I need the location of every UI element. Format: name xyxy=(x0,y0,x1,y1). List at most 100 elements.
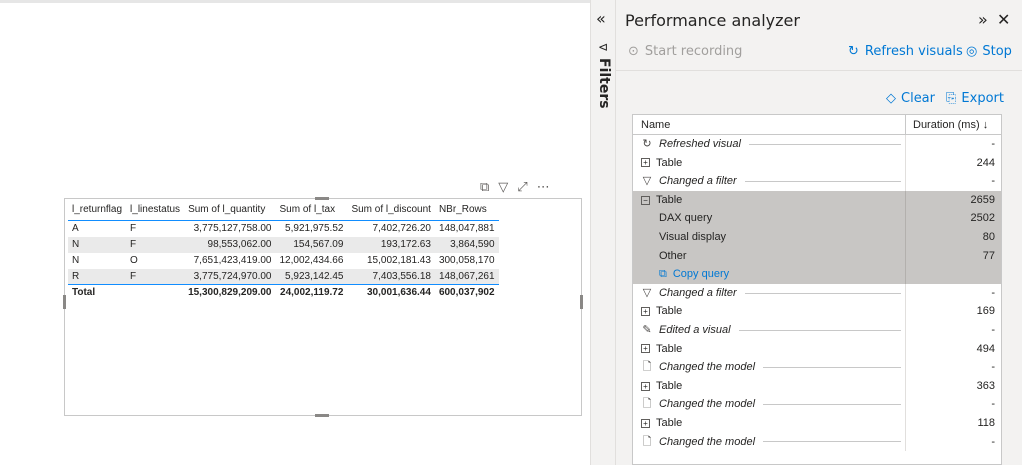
column-header[interactable]: NBr_Rows xyxy=(434,201,499,221)
event-row[interactable]: ▽ Changed a filter - xyxy=(633,172,1001,191)
table-row[interactable]: N F 98,553,062.00 154,567.09 193,172.63 … xyxy=(68,236,499,253)
clear-button[interactable]: ◇ Clear xyxy=(886,91,935,106)
focus-mode-icon[interactable]: ⧉ xyxy=(480,179,490,195)
event-label: Changed the model xyxy=(659,361,756,374)
row-name-cell: Visual display xyxy=(633,227,906,247)
expand-box-icon[interactable]: + xyxy=(641,344,650,354)
column-header[interactable]: l_linestatus xyxy=(126,201,185,221)
expand-box-icon[interactable]: + xyxy=(641,158,650,168)
eraser-icon: ◇ xyxy=(886,91,896,106)
row-duration: 2659 xyxy=(970,193,995,206)
row-name-cell: ▽ Changed a filter xyxy=(633,172,906,191)
expand-box-icon[interactable]: + xyxy=(641,307,650,317)
row-duration: - xyxy=(991,361,995,374)
row-name-cell: 🗋 Changed the model xyxy=(633,358,906,377)
table-row[interactable]: N O 7,651,423,419.00 12,002,434.66 15,00… xyxy=(68,253,499,269)
timing-label: Other xyxy=(659,249,687,262)
event-label: Changed the model xyxy=(659,398,756,411)
event-row[interactable]: 🗋 Changed the model - xyxy=(633,358,1001,377)
clear-label: Clear xyxy=(901,91,935,106)
row-name-cell: + Table xyxy=(633,153,906,173)
visual-row[interactable]: + Table 169 xyxy=(633,302,1001,321)
row-duration: 80 xyxy=(982,230,995,243)
name-column-header[interactable]: Name xyxy=(633,115,906,134)
expand-box-icon[interactable]: + xyxy=(641,381,650,391)
row-duration: 77 xyxy=(982,249,995,262)
column-header[interactable]: Sum of l_tax xyxy=(275,201,348,221)
column-header[interactable]: Sum of l_quantity xyxy=(184,201,276,221)
filters-tab[interactable]: Filters xyxy=(592,58,616,118)
row-duration: - xyxy=(991,398,995,411)
column-header[interactable]: Sum of l_discount xyxy=(347,201,435,221)
table-cell: 5,923,142.45 xyxy=(275,268,348,285)
collapse-box-icon[interactable]: − xyxy=(641,195,650,205)
copy-query-row[interactable]: ⧉ Copy query xyxy=(633,265,1001,284)
pane-title: Performance analyzer xyxy=(625,11,800,30)
report-canvas: ⧉ ▽ ⤢ ⋯ l_returnflag l_linestatus Sum of… xyxy=(0,0,590,417)
row-name-cell: − Table xyxy=(633,190,906,210)
row-duration: 494 xyxy=(976,342,995,355)
event-row[interactable]: ▽ Changed a filter - xyxy=(633,283,1001,303)
performance-list[interactable]: Name Duration (ms) ↓ ↻ Refreshed visual - +… xyxy=(632,114,1002,465)
start-recording-button[interactable]: ⊙ Start recording xyxy=(628,44,742,59)
table-cell: 3,775,127,758.00 xyxy=(193,223,272,235)
table-cell: R xyxy=(68,268,127,285)
row-name-cell: + Table xyxy=(633,339,906,359)
visual-row[interactable]: + Table 244 xyxy=(633,153,1001,173)
event-row[interactable]: ✎ Edited a visual - xyxy=(633,320,1001,340)
event-row[interactable]: 🗋 Changed the model - xyxy=(633,432,1001,452)
refresh-visuals-button[interactable]: ↻ Refresh visuals xyxy=(848,44,963,59)
visual-label: Table xyxy=(656,379,683,392)
table-visual[interactable] xyxy=(63,197,583,417)
visual-row[interactable]: + Table 494 xyxy=(633,339,1001,359)
resize-handle-bottom[interactable] xyxy=(315,414,329,417)
list-header: Name Duration (ms) ↓ xyxy=(633,115,1001,135)
resize-handle-top[interactable] xyxy=(315,197,329,200)
event-row[interactable]: ↻ Refreshed visual - xyxy=(633,135,1001,154)
total-label: Total xyxy=(72,287,96,299)
timing-row[interactable]: DAX query 2502 xyxy=(633,209,1001,228)
close-icon[interactable]: ✕ xyxy=(997,10,1011,29)
table-cell: 15,002,181.43 xyxy=(366,255,431,266)
event-label: Edited a visual xyxy=(659,323,731,336)
row-duration: 2502 xyxy=(970,212,995,225)
table-cell xyxy=(126,285,184,301)
more-options-icon[interactable]: ⋯ xyxy=(536,179,550,195)
table-cell: 7,402,726.20 xyxy=(372,223,431,235)
collapse-pane-icon[interactable]: » xyxy=(978,10,988,29)
filter-icon: ▽ xyxy=(642,175,652,188)
filters-label: Filters xyxy=(596,58,612,109)
visual-label: Table xyxy=(656,416,683,429)
filter-icon[interactable]: ▽ xyxy=(498,179,509,195)
row-duration: 169 xyxy=(976,305,995,318)
export-button[interactable]: ⎘ Export xyxy=(946,91,1004,106)
row-duration: 244 xyxy=(976,156,995,169)
table-cell: N xyxy=(68,236,127,253)
table-row[interactable]: A F 3,775,127,758.00 5,921,975.52 7,402,… xyxy=(68,221,499,237)
visual-row[interactable]: + Table 118 xyxy=(633,413,1001,433)
row-duration: - xyxy=(991,286,995,299)
collapse-chevron-icon[interactable]: « xyxy=(596,9,606,28)
total-cell: 24,002,119.72 xyxy=(280,287,344,299)
table-cell: F xyxy=(126,236,185,253)
visual-header: ⧉ ▽ ⤢ ⋯ xyxy=(480,177,550,197)
table-cell: F xyxy=(126,268,185,285)
stop-button[interactable]: ◎ Stop xyxy=(966,44,1012,59)
total-cell: 600,037,902 xyxy=(438,287,495,299)
visual-row[interactable]: + Table 363 xyxy=(633,376,1001,396)
timing-row[interactable]: Visual display 80 xyxy=(633,227,1001,247)
row-name-cell: 🗋 Changed the model xyxy=(633,432,906,452)
duration-column-header[interactable]: Duration (ms) ↓ xyxy=(906,115,1001,134)
expand-icon[interactable]: ⤢ xyxy=(517,179,528,195)
expand-box-icon[interactable]: + xyxy=(641,418,650,428)
resize-handle-left[interactable] xyxy=(63,295,66,309)
refresh-icon: ↻ xyxy=(848,44,859,59)
copy-query-link[interactable]: Copy query xyxy=(672,268,730,281)
timing-row[interactable]: Other 77 xyxy=(633,246,1001,266)
visual-row[interactable]: − Table 2659 xyxy=(633,190,1001,210)
event-row[interactable]: 🗋 Changed the model - xyxy=(633,395,1001,414)
column-header[interactable]: l_returnflag xyxy=(68,201,127,221)
resize-handle-right[interactable] xyxy=(580,295,583,309)
event-label: Changed a filter xyxy=(659,175,737,188)
table-row[interactable]: R F 3,775,724,970.00 5,923,142.45 7,403,… xyxy=(68,268,499,285)
